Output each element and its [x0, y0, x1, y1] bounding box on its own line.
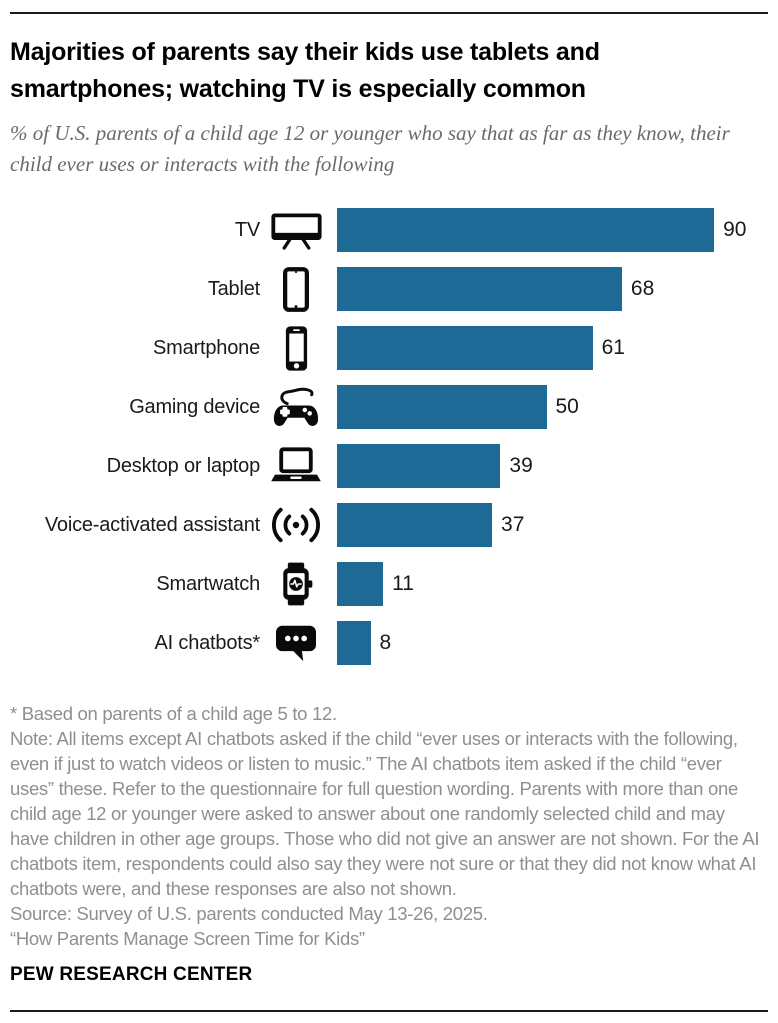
bar-area: 50 [337, 385, 768, 429]
report-title-text: “How Parents Manage Screen Time for Kids… [10, 928, 365, 949]
category-label: Tablet [207, 277, 260, 300]
chart-card: Majorities of parents say their kids use… [0, 12, 778, 1023]
chart-row: Tablet 68 [10, 266, 768, 313]
bar [337, 208, 715, 252]
bar [337, 503, 493, 547]
chat-bubble-icon [260, 623, 332, 663]
bar-area: 8 [337, 621, 768, 665]
category-label: Voice-activated assistant [44, 513, 260, 536]
footnote-text: * Based on parents of a child age 5 to 1… [10, 703, 337, 724]
bottom-divider [10, 1010, 768, 1012]
gaming-device-icon [260, 384, 332, 431]
bar-area: 68 [337, 267, 768, 311]
bar [337, 621, 371, 665]
bar-value-label: 8 [379, 631, 392, 654]
bar-value-label: 68 [630, 277, 655, 300]
bar-area: 61 [337, 326, 768, 370]
voice-assistant-icon [260, 504, 332, 546]
bar-value-label: 61 [601, 336, 625, 359]
laptop-icon [260, 445, 332, 487]
bar [337, 326, 593, 370]
category-label: Desktop or laptop [106, 454, 261, 477]
notes-block: * Based on parents of a child age 5 to 1… [10, 701, 768, 951]
chart-row: AI chatbots* 8 [10, 621, 768, 665]
chart-row: Desktop or laptop 39 [10, 444, 768, 488]
bar-value-label: 11 [392, 572, 414, 595]
bar [337, 267, 622, 311]
bar-value-label: 90 [723, 218, 747, 241]
chart-row: Smartwatch 11 [10, 562, 768, 606]
chart-subtitle: % of U.S. parents of a child age 12 or y… [10, 121, 730, 176]
chart-row: Voice-activated assistant 37 [10, 503, 768, 547]
tv-icon [260, 208, 332, 252]
bar-value-label: 37 [501, 513, 525, 536]
page-title: Majorities of parents say their kids use… [10, 38, 600, 103]
smartphone-icon [260, 325, 332, 372]
tablet-icon [260, 266, 332, 313]
bar-chart: TV 90 Tablet 68 Smartphone 61 Gaming device 50 D… [10, 208, 768, 665]
bar-value-label: 39 [509, 454, 533, 477]
bar [337, 444, 501, 488]
bar-area: 90 [337, 208, 768, 252]
source-text: Source: Survey of U.S. parents conducted… [10, 903, 488, 924]
category-label: AI chatbots* [154, 631, 261, 654]
bar-value-label: 50 [555, 395, 579, 418]
bar [337, 562, 384, 606]
category-label: Smartphone [153, 336, 260, 359]
note-text: Note: All items except AI chatbots asked… [10, 728, 760, 899]
top-divider [10, 12, 768, 14]
chart-row: Smartphone 61 [10, 325, 768, 372]
category-label: Gaming device [129, 395, 260, 418]
bar-area: 11 [337, 562, 768, 606]
bar [337, 385, 547, 429]
pew-research-center-logo: PEW RESEARCH CENTER [10, 964, 253, 985]
chart-row: TV 90 [10, 208, 768, 252]
category-label: TV [234, 218, 260, 241]
category-label: Smartwatch [156, 572, 260, 595]
chart-row: Gaming device 50 [10, 385, 768, 429]
bar-area: 37 [337, 503, 768, 547]
bar-area: 39 [337, 444, 768, 488]
smartwatch-icon [260, 560, 332, 608]
